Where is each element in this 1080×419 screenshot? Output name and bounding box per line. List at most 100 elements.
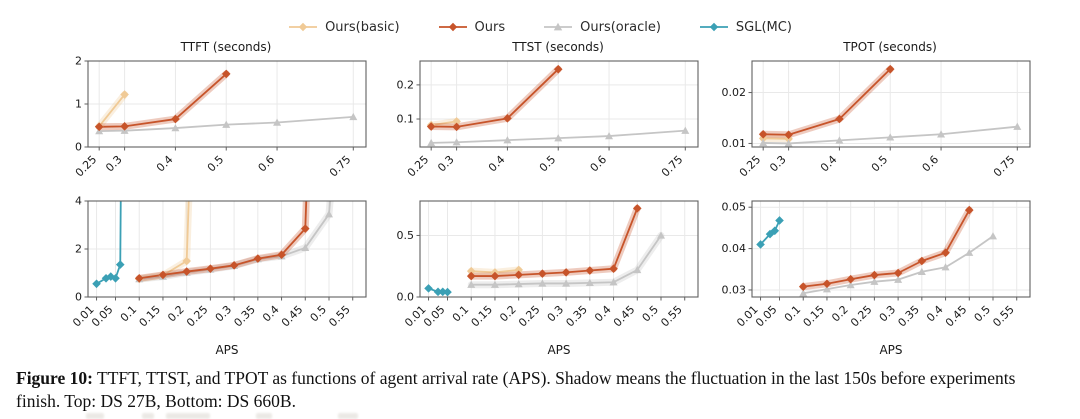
svg-text:0.3: 0.3	[103, 153, 125, 175]
svg-text:0.55: 0.55	[326, 303, 353, 330]
legend-item-ours-basic: Ours(basic)	[288, 19, 400, 35]
svg-text:0.1: 0.1	[118, 303, 140, 325]
svg-text:0.6: 0.6	[256, 153, 278, 175]
chart-ttft-top: TTFT (seconds) 0.25 0.3 0.4 0.5 0.6 0.75 0 1 2	[44, 40, 374, 195]
svg-text:0.05: 0.05	[421, 303, 448, 330]
figure-caption: Figure 10: TTFT, TTST, and TPOT as funct…	[0, 361, 1080, 413]
svg-text:0.35: 0.35	[895, 303, 922, 330]
svg-text:APS: APS	[547, 343, 570, 357]
legend-label: Ours(oracle)	[580, 19, 661, 35]
svg-text:0.03: 0.03	[722, 283, 747, 296]
svg-text:0.2: 0.2	[397, 78, 415, 91]
svg-text:0.3: 0.3	[213, 303, 235, 325]
ttft-top-plot: 0.25 0.3 0.4 0.5 0.6 0.75 0 1 2	[73, 55, 367, 180]
svg-text:0.1: 0.1	[450, 303, 472, 325]
svg-text:0.5: 0.5	[640, 303, 662, 325]
svg-text:APS: APS	[879, 343, 902, 357]
svg-text:0.75: 0.75	[659, 153, 686, 180]
svg-text:0.0: 0.0	[397, 291, 415, 304]
svg-text:0.25: 0.25	[405, 153, 432, 180]
svg-text:0.75: 0.75	[991, 153, 1018, 180]
diamond-marker-icon	[288, 21, 318, 33]
caption-label: Figure 10:	[16, 368, 93, 388]
svg-text:0.1: 0.1	[782, 303, 804, 325]
legend-label: Ours(basic)	[325, 19, 400, 35]
legend-item-ours-oracle: Ours(oracle)	[543, 20, 661, 35]
cropped-next-line-remnant	[0, 412, 1080, 419]
svg-text:0.55: 0.55	[990, 303, 1017, 330]
svg-text:0.2: 0.2	[497, 303, 519, 325]
svg-text:0.15: 0.15	[469, 303, 496, 330]
chart-title: TTST (seconds)	[512, 40, 604, 54]
svg-text:0.02: 0.02	[722, 86, 747, 99]
tpot-top-plot: 0.25 0.3 0.4 0.5 0.6 0.75 0.01 0.02	[722, 60, 1031, 180]
svg-text:0.3: 0.3	[767, 153, 789, 175]
svg-text:0.4: 0.4	[818, 153, 840, 175]
svg-text:0.1: 0.1	[397, 113, 415, 126]
svg-text:0.15: 0.15	[137, 303, 164, 330]
svg-text:0.3: 0.3	[545, 303, 567, 325]
chart-title: TPOT (seconds)	[843, 40, 937, 54]
chart-ttst-bottom: 0.01 0.05 0.1 0.15 0.2 0.25 0.3 0.35 0.4 0.45 0.5 0…	[376, 195, 706, 361]
svg-text:0.01: 0.01	[722, 137, 747, 150]
triangle-marker-icon	[543, 21, 573, 33]
svg-text:0.45: 0.45	[943, 303, 970, 330]
legend-label: Ours	[474, 19, 506, 35]
diamond-marker-icon	[438, 21, 468, 33]
diamond-marker-icon	[699, 21, 729, 33]
chart-ttft-bottom: 0.01 0.05 0.1 0.15 0.2 0.25 0.3 0.35 0.4 0.45 0.5 0…	[44, 195, 374, 361]
tpot-bottom-plot: 0.010.05 0.10.15 0.20.25 0.30.35 0.40.45 0.50…	[722, 200, 1031, 357]
svg-text:0.4: 0.4	[260, 303, 282, 325]
svg-text:0.25: 0.25	[516, 303, 543, 330]
svg-text:0.05: 0.05	[753, 303, 780, 330]
svg-text:0: 0	[75, 141, 82, 154]
svg-text:0.6: 0.6	[588, 153, 610, 175]
svg-text:0.45: 0.45	[611, 303, 638, 330]
svg-text:0: 0	[75, 291, 82, 304]
svg-text:0.3: 0.3	[877, 303, 899, 325]
svg-text:2: 2	[75, 55, 82, 68]
svg-text:0.25: 0.25	[737, 153, 764, 180]
svg-text:0.4: 0.4	[924, 303, 946, 325]
svg-text:0.25: 0.25	[73, 153, 100, 180]
svg-text:0.5: 0.5	[308, 303, 330, 325]
chart-tpot-top: TPOT (seconds) 0.25 0.3 0.4 0.5 0.6 0.75 0.01 0…	[708, 40, 1038, 195]
svg-text:0.5: 0.5	[537, 153, 559, 175]
svg-text:0.15: 0.15	[801, 303, 828, 330]
svg-text:0.35: 0.35	[231, 303, 258, 330]
svg-text:0.6: 0.6	[920, 153, 942, 175]
legend-item-ours: Ours	[438, 19, 506, 35]
svg-text:1: 1	[75, 98, 82, 111]
svg-text:0.45: 0.45	[279, 303, 306, 330]
chart-row-bottom: 0.01 0.05 0.1 0.15 0.2 0.25 0.3 0.35 0.4 0.45 0.5 0…	[0, 195, 1080, 361]
svg-text:0.4: 0.4	[486, 153, 508, 175]
chart-tpot-bottom: 0.01 0.05 0.1 0.15 0.2 0.25 0.3 0.35 0.4 0.45 0.5 0…	[708, 195, 1038, 361]
svg-text:0.04: 0.04	[722, 242, 747, 255]
legend-item-sgl-mc: SGL(MC)	[699, 20, 792, 35]
svg-text:0.4: 0.4	[592, 303, 614, 325]
ttst-bottom-plot: 0.010.05 0.10.15 0.20.25 0.30.35 0.40.45 0.50…	[397, 200, 699, 357]
svg-text:0.35: 0.35	[563, 303, 590, 330]
chart-title: TTFT (seconds)	[180, 40, 272, 54]
ttst-top-plot: 0.25 0.3 0.4 0.5 0.6 0.75 0.1 0.2	[397, 60, 699, 180]
svg-text:0.5: 0.5	[869, 153, 891, 175]
svg-text:0.4: 0.4	[154, 153, 176, 175]
svg-text:0.5: 0.5	[972, 303, 994, 325]
svg-text:0.5: 0.5	[205, 153, 227, 175]
svg-text:0.55: 0.55	[658, 303, 685, 330]
chart-legend: Ours(basic) Ours Ours(oracle) SGL(MC)	[0, 0, 1080, 40]
svg-text:0.25: 0.25	[184, 303, 211, 330]
chart-ttst-top: TTST (seconds) 0.25 0.3 0.4 0.5 0.6 0.75 0.1 0.…	[376, 40, 706, 195]
svg-text:2: 2	[75, 243, 82, 256]
svg-text:0.2: 0.2	[165, 303, 187, 325]
svg-text:0.75: 0.75	[327, 153, 354, 180]
svg-text:APS: APS	[215, 343, 238, 357]
legend-label: SGL(MC)	[735, 19, 792, 35]
ttft-bottom-plot: 0.010.05 0.10.15 0.20.25 0.30.35 0.40.45 0.50…	[70, 195, 367, 357]
svg-text:0.3: 0.3	[435, 153, 457, 175]
svg-text:0.5: 0.5	[397, 229, 415, 242]
caption-text: TTFT, TTST, and TPOT as functions of age…	[16, 368, 1016, 412]
svg-text:0.25: 0.25	[848, 303, 875, 330]
svg-text:0.2: 0.2	[829, 303, 851, 325]
